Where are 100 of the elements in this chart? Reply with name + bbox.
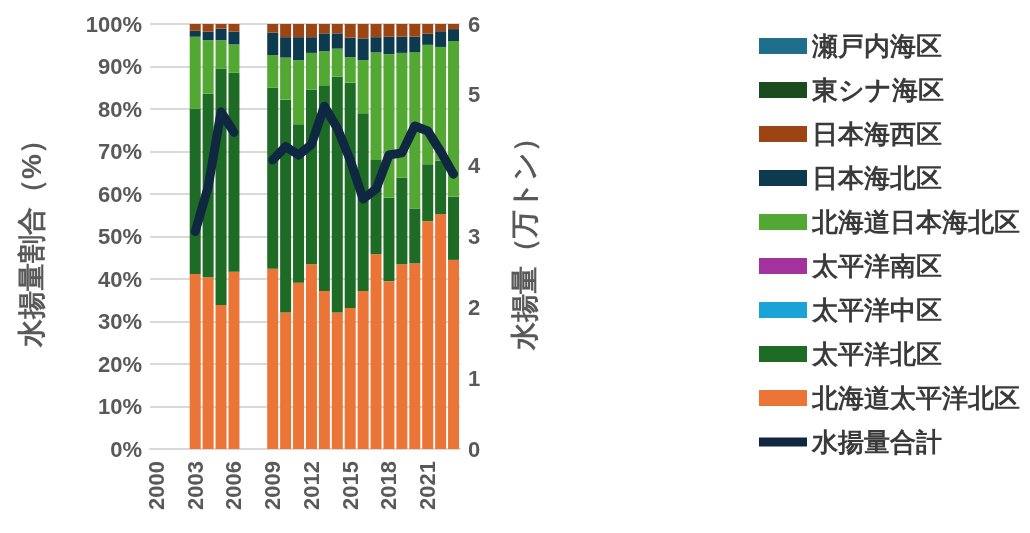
bar	[202, 40, 214, 94]
bar	[267, 87, 279, 269]
x-tick-label: 2012	[298, 461, 324, 510]
x-tick-label: 2009	[260, 461, 286, 510]
y2-tick-label: 5	[468, 82, 481, 108]
x-tick-label: 2006	[221, 461, 247, 510]
bar	[409, 52, 421, 209]
bar	[305, 24, 317, 38]
bar	[331, 33, 343, 49]
y2-tick-label: 2	[468, 294, 481, 320]
bar	[189, 36, 201, 109]
bar	[396, 36, 408, 53]
bar	[409, 208, 421, 264]
legend-label: 日本海西区	[812, 119, 942, 149]
bar	[396, 177, 408, 265]
bar	[267, 268, 279, 449]
bar	[448, 259, 460, 449]
bar	[293, 282, 305, 449]
bar	[422, 164, 434, 222]
x-tick-label: 2018	[376, 461, 402, 510]
bar	[202, 24, 214, 32]
y-tick-label: 20%	[97, 351, 142, 377]
y-tick-label: 10%	[97, 394, 142, 419]
bar	[331, 76, 343, 313]
bar	[409, 263, 421, 449]
bar	[189, 273, 201, 449]
bar	[202, 31, 214, 41]
bar	[435, 24, 447, 32]
y-tick-label: 80%	[97, 96, 142, 122]
bar	[422, 221, 434, 449]
bar	[280, 99, 292, 313]
bar	[267, 32, 279, 56]
bar	[344, 57, 356, 83]
legend-label: 太平洋中区	[811, 295, 942, 325]
legend-label: 水揚量合計	[811, 427, 942, 457]
bar	[293, 60, 305, 125]
bar	[409, 24, 421, 37]
legend-label: 太平洋南区	[811, 251, 942, 281]
bar	[396, 24, 408, 37]
bar	[267, 24, 279, 33]
bar	[318, 33, 330, 52]
legend-label: 東シナ海区	[811, 75, 944, 105]
bar	[280, 37, 292, 58]
bar	[409, 36, 421, 53]
y-axis-title: 水揚量割合（%）	[15, 126, 47, 348]
bar	[357, 38, 369, 61]
y-tick-label: 0%	[110, 436, 142, 462]
bar	[357, 24, 369, 39]
bar	[344, 37, 356, 58]
bar	[280, 57, 292, 100]
bar	[331, 24, 343, 34]
legend-label: 太平洋北区	[811, 339, 942, 369]
bar	[344, 24, 356, 38]
y-tick-label: 100%	[85, 11, 142, 37]
bar	[318, 290, 330, 449]
y-tick-label: 70%	[97, 139, 142, 164]
x-tick-label: 2015	[337, 461, 363, 510]
y2-tick-label: 1	[468, 365, 481, 391]
legend-label: 北海道太平洋北区	[811, 383, 1020, 413]
bar	[331, 48, 343, 77]
bar	[280, 312, 292, 449]
bar	[305, 52, 317, 90]
y-tick-label: 90%	[97, 54, 142, 79]
y-tick-label: 30%	[97, 309, 142, 334]
legend-label: 北海道日本海北区	[811, 207, 1020, 237]
x-tick-label: 2021	[415, 461, 441, 510]
y2-tick-label: 6	[468, 11, 481, 37]
bar	[293, 124, 305, 283]
bar	[305, 37, 317, 53]
bar	[202, 277, 214, 449]
bar	[189, 24, 201, 31]
y-tick-label: 50%	[97, 224, 142, 249]
bar	[293, 24, 305, 38]
y2-tick-label: 3	[468, 224, 481, 249]
bar	[280, 24, 292, 38]
bar	[435, 213, 447, 449]
bar	[305, 264, 317, 449]
bar	[448, 196, 460, 260]
x-tick-label: 2003	[182, 461, 208, 510]
y2-tick-label: 4	[468, 153, 481, 179]
y2-tick-label: 0	[468, 436, 481, 462]
bar	[448, 41, 460, 197]
y-tick-label: 40%	[97, 266, 142, 292]
y-tick-label: 60%	[97, 181, 142, 207]
bar	[422, 24, 434, 34]
legend-label: 日本海北区	[812, 163, 942, 193]
bar	[331, 312, 343, 449]
bar	[357, 60, 369, 114]
bar	[448, 24, 460, 30]
bar	[357, 290, 369, 449]
bar	[267, 55, 279, 88]
legend-label: 瀬戸内海区	[811, 31, 942, 61]
bar	[344, 307, 356, 449]
bar	[396, 264, 408, 449]
y2-axis-title: 水揚量（万トン）	[508, 123, 540, 351]
x-tick-label: 2000	[143, 461, 169, 510]
bar	[435, 160, 447, 214]
bar	[357, 113, 369, 291]
bar	[422, 33, 434, 45]
bar	[448, 29, 460, 41]
